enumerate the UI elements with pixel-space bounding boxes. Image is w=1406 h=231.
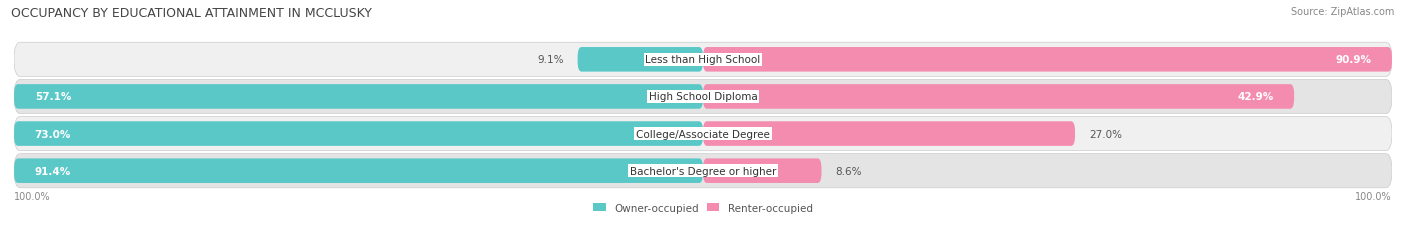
Text: OCCUPANCY BY EDUCATIONAL ATTAINMENT IN MCCLUSKY: OCCUPANCY BY EDUCATIONAL ATTAINMENT IN M… [11, 7, 373, 20]
FancyBboxPatch shape [703, 85, 1294, 109]
Text: 57.1%: 57.1% [35, 92, 72, 102]
FancyBboxPatch shape [14, 43, 1392, 77]
FancyBboxPatch shape [703, 159, 821, 183]
Text: 100.0%: 100.0% [14, 191, 51, 201]
FancyBboxPatch shape [703, 48, 1392, 72]
FancyBboxPatch shape [14, 159, 703, 183]
Text: 42.9%: 42.9% [1237, 92, 1274, 102]
Text: 27.0%: 27.0% [1088, 129, 1122, 139]
FancyBboxPatch shape [14, 117, 1392, 151]
Text: Source: ZipAtlas.com: Source: ZipAtlas.com [1291, 7, 1395, 17]
Text: College/Associate Degree: College/Associate Degree [636, 129, 770, 139]
Text: Bachelor's Degree or higher: Bachelor's Degree or higher [630, 166, 776, 176]
Text: 90.9%: 90.9% [1336, 55, 1371, 65]
Text: 73.0%: 73.0% [35, 129, 72, 139]
Text: 8.6%: 8.6% [835, 166, 862, 176]
Text: 91.4%: 91.4% [35, 166, 70, 176]
FancyBboxPatch shape [14, 154, 1392, 188]
Text: 100.0%: 100.0% [1355, 191, 1392, 201]
Text: High School Diploma: High School Diploma [648, 92, 758, 102]
Legend: Owner-occupied, Renter-occupied: Owner-occupied, Renter-occupied [589, 198, 817, 217]
FancyBboxPatch shape [14, 122, 703, 146]
Text: Less than High School: Less than High School [645, 55, 761, 65]
FancyBboxPatch shape [703, 122, 1076, 146]
Text: 9.1%: 9.1% [537, 55, 564, 65]
FancyBboxPatch shape [14, 80, 1392, 114]
FancyBboxPatch shape [578, 48, 703, 72]
FancyBboxPatch shape [14, 85, 703, 109]
